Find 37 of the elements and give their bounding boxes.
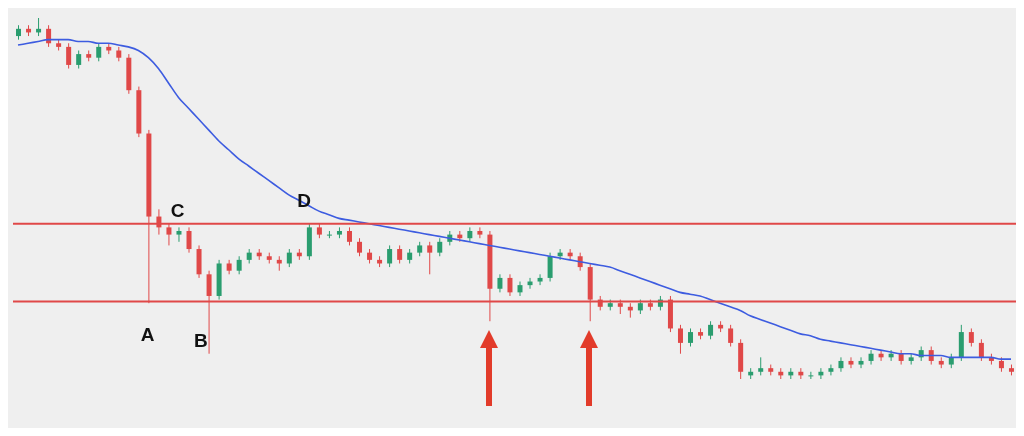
candlestick bbox=[968, 327, 974, 348]
candlestick bbox=[437, 237, 443, 257]
candlestick bbox=[828, 364, 834, 376]
candlestick bbox=[858, 356, 864, 369]
candlestick bbox=[76, 49, 82, 70]
candlestick bbox=[346, 226, 352, 246]
annotation: A bbox=[139, 324, 156, 346]
candlestick bbox=[507, 273, 513, 297]
candlestick bbox=[357, 237, 363, 257]
annotation: B bbox=[192, 330, 209, 352]
candlestick bbox=[928, 346, 934, 366]
candlestick bbox=[677, 324, 683, 355]
candlestick bbox=[868, 349, 874, 366]
candlestick bbox=[387, 244, 393, 268]
candlestick bbox=[286, 248, 292, 268]
candlestick bbox=[66, 42, 72, 70]
candlestick bbox=[186, 226, 192, 254]
candlestick bbox=[848, 356, 854, 369]
candlestick bbox=[497, 273, 503, 293]
candlestick bbox=[176, 226, 182, 243]
annotation: C bbox=[169, 200, 186, 222]
candlestick bbox=[537, 273, 543, 286]
candlestick bbox=[838, 356, 844, 373]
candlestick bbox=[236, 255, 242, 275]
candlestick bbox=[547, 252, 553, 283]
candlestick bbox=[758, 356, 764, 376]
candlestick bbox=[978, 338, 984, 362]
candlestick bbox=[708, 320, 714, 340]
candlestick bbox=[467, 226, 473, 243]
candlestick bbox=[728, 324, 734, 348]
candlestick bbox=[808, 371, 814, 379]
candlestick bbox=[688, 327, 694, 348]
candlestick bbox=[477, 226, 483, 239]
candlestick bbox=[517, 281, 523, 297]
candlestick bbox=[427, 241, 433, 275]
candlestick bbox=[96, 42, 102, 62]
candlestick bbox=[397, 244, 403, 264]
